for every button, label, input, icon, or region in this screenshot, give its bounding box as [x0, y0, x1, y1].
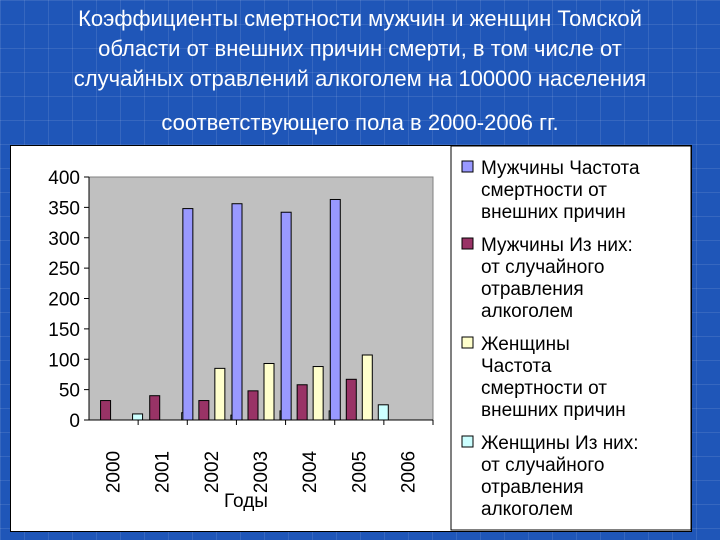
x-tick-label: 2003: [251, 451, 272, 493]
legend-label-3-line-1: Женщины: [481, 334, 570, 355]
bar-2001-series-2: [149, 395, 161, 421]
bar-2003-series-2: [247, 390, 259, 421]
legend-label-3-line-4: внешних причин: [481, 400, 626, 421]
y-tick-label: 200: [48, 290, 80, 311]
y-tick-label: 400: [48, 168, 80, 189]
legend-label-2-line-3: отравления: [481, 279, 584, 300]
legend-label-2-line-2: от случайного: [481, 257, 604, 278]
chart-container: 0 50 100 150 200 250 300 350 400 2000 2001 2002 2003…: [10, 145, 692, 532]
y-tick-label: 50: [59, 381, 80, 402]
plot-area: [88, 176, 434, 421]
title-line-4: соответствующего пола в 2000-2006 гг.: [161, 110, 559, 135]
y-tick-label: 0: [69, 411, 80, 432]
y-tick-label: 150: [48, 320, 80, 341]
bar-2002-series-1: [182, 208, 194, 421]
legend-swatch-3: [461, 336, 474, 349]
legend-swatch-2: [461, 237, 474, 250]
bar-2005-series-1: [329, 198, 341, 421]
bar-2002-series-3: [214, 367, 226, 421]
title-line-1: Коэффициенты смертности мужчин и женщин …: [78, 6, 642, 31]
bar-2004-series-2: [296, 384, 308, 421]
bar-2002-series-2: [198, 400, 210, 421]
bar-2004-series-3: [312, 366, 324, 421]
legend-label-4-line-3: отравления: [481, 477, 584, 498]
bar-2000-series-4: [132, 413, 144, 421]
legend-label-3-line-3: смертности от: [481, 378, 607, 399]
bar-2000-series-2: [100, 400, 112, 421]
legend-box: [450, 146, 691, 531]
bar-2004-series-1: [280, 211, 292, 421]
bar-chart: 0 50 100 150 200 250 300 350 400 2000 2001 2002 2003…: [48, 146, 691, 531]
x-tick-label: 2004: [300, 450, 321, 493]
legend-label-4-line-1: Женщины Из них:: [481, 433, 639, 454]
bar-2005-series-3: [361, 354, 373, 421]
legend-label-2-line-4: алкоголем: [481, 301, 573, 322]
legend-swatch-1: [461, 160, 474, 173]
x-tick-label: 2001: [153, 451, 174, 493]
legend-label-2-line-1: Мужчины Из них:: [481, 235, 633, 256]
x-tick-label: 2000: [104, 451, 125, 493]
y-tick-label: 300: [48, 229, 80, 250]
x-axis-label: Годы: [224, 491, 268, 512]
x-tick-label: 2005: [349, 451, 370, 493]
legend-label-1-line-3: внешних причин: [481, 202, 626, 223]
legend-label-3-line-2: Частота: [481, 356, 552, 377]
legend-label-4-line-2: от случайного: [481, 455, 604, 476]
slide-title: Коэффициенты смертности мужчин и женщин …: [20, 4, 700, 138]
legend-label-1-line-1: Мужчины Частота: [481, 158, 640, 179]
legend-label-1-line-2: смертности от: [481, 180, 607, 201]
y-tick-label: 100: [48, 350, 80, 371]
bar-2005-series-4: [377, 404, 389, 421]
legend-swatch-4: [461, 435, 474, 448]
bar-2005-series-2: [345, 378, 357, 421]
x-tick-label: 2002: [202, 451, 223, 493]
bar-2003-series-3: [263, 363, 275, 421]
y-tick-label: 250: [48, 259, 80, 280]
legend-label-4-line-4: алкоголем: [481, 499, 573, 520]
title-line-3: случайных отравлений алкоголем на 100000…: [73, 66, 647, 91]
x-tick-label: 2006: [398, 451, 419, 493]
y-tick-label: 350: [48, 198, 80, 219]
title-line-2: области от внешних причин смерти, в том …: [98, 36, 622, 61]
bar-2003-series-1: [231, 203, 243, 421]
